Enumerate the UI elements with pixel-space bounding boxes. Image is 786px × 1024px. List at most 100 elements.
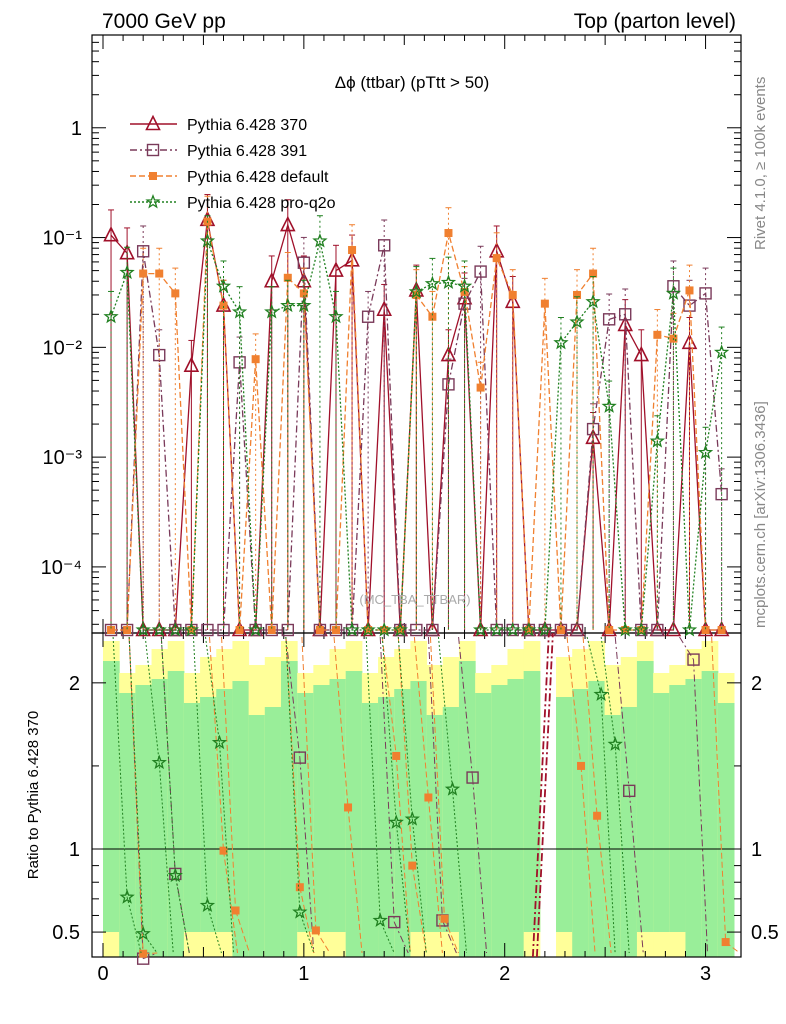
data-point <box>231 906 240 915</box>
green-band <box>410 681 428 932</box>
ratio-line <box>600 694 616 954</box>
ratio-line <box>429 636 445 919</box>
data-point <box>569 313 585 329</box>
ratio-tick-label: 2 <box>751 673 762 695</box>
data-point <box>145 193 161 209</box>
ratio-tick-label: 0.5 <box>52 922 80 944</box>
green-band <box>426 715 444 932</box>
data-point <box>524 626 533 634</box>
reference-line <box>531 632 550 958</box>
ratio-frame <box>91 632 742 958</box>
data-point <box>593 686 609 701</box>
data-point <box>623 784 636 798</box>
ratio-tick-label: 2 <box>69 673 80 695</box>
data-point <box>348 246 357 255</box>
data-point <box>299 289 308 298</box>
x-tick-label: 3 <box>700 963 711 985</box>
data-point <box>408 861 417 870</box>
ratio-line <box>333 636 349 808</box>
ratio-line <box>395 755 411 954</box>
ratio-line <box>235 910 251 954</box>
data-point <box>424 275 441 291</box>
header-left: 7000 GeV pp <box>102 10 226 33</box>
data-point <box>103 225 119 242</box>
data-point <box>135 620 151 637</box>
data-point <box>292 904 308 919</box>
data-point <box>247 621 264 637</box>
green-band <box>280 661 298 957</box>
green-band <box>507 679 525 957</box>
data-point <box>570 623 584 637</box>
y-tick-label: 10⁻² <box>43 337 83 359</box>
ratio-line <box>427 636 443 921</box>
data-point <box>472 621 489 637</box>
y-tick-label: 1 <box>71 118 82 140</box>
data-point <box>601 398 617 413</box>
data-point <box>653 330 662 339</box>
data-layer <box>103 194 740 965</box>
data-point <box>667 280 680 293</box>
data-point <box>593 811 602 820</box>
data-point <box>171 289 180 298</box>
ratio-line <box>614 636 630 791</box>
ratio-line <box>206 905 222 954</box>
data-point <box>577 761 586 770</box>
green-band <box>685 679 703 957</box>
green-band <box>183 703 201 932</box>
data-point <box>408 283 424 299</box>
data-point <box>280 297 296 313</box>
legend-label: Pythia 6.428 391 <box>187 143 307 160</box>
data-point <box>217 623 230 637</box>
data-point <box>701 626 710 634</box>
data-point <box>697 444 714 460</box>
ratio-line <box>128 636 144 954</box>
ratio-line <box>411 819 427 954</box>
ratio-line <box>285 636 301 758</box>
green-band <box>313 685 331 932</box>
green-band <box>442 707 460 932</box>
ratio-line <box>443 918 459 954</box>
data-point <box>456 278 473 293</box>
ratio-line <box>411 865 427 954</box>
data-point <box>146 143 160 157</box>
data-point <box>649 433 666 448</box>
ratio-line <box>285 636 301 913</box>
data-point <box>721 938 730 947</box>
data-point <box>476 383 485 392</box>
ratio-line <box>218 742 234 954</box>
y-tick-label: 10⁻³ <box>43 447 83 469</box>
data-point <box>377 239 391 252</box>
data-point <box>344 803 353 812</box>
ratio-line <box>395 822 411 954</box>
ratio-series-2 <box>112 636 630 954</box>
green-band <box>345 671 363 957</box>
mcplots-label: mcplots.cern.ch [arXiv:1306.3436] <box>752 401 769 628</box>
data-point <box>167 621 183 637</box>
x-tick-label: 2 <box>499 963 510 985</box>
green-band <box>264 707 282 957</box>
ratio-line <box>192 636 208 906</box>
green-band <box>604 715 622 957</box>
data-point <box>665 285 682 300</box>
data-point <box>681 621 698 637</box>
data-point <box>376 621 392 637</box>
data-point <box>505 621 521 637</box>
watermark: (MC_TBA_TTBAR) <box>359 592 470 607</box>
data-point <box>605 626 614 634</box>
green-band <box>669 685 686 932</box>
data-point <box>651 623 664 637</box>
data-point <box>717 626 726 634</box>
ratio-line <box>299 911 315 954</box>
ratio-line <box>580 765 596 954</box>
data-point <box>145 114 161 131</box>
data-point <box>136 245 150 258</box>
uncertainty-bands <box>103 641 735 957</box>
data-point <box>444 229 453 238</box>
data-point <box>107 626 116 634</box>
green-band <box>248 715 266 957</box>
legend-label: Pythia 6.428 pro-q2o <box>187 195 336 212</box>
data-point <box>183 621 200 637</box>
green-band <box>653 693 670 932</box>
data-point <box>201 623 214 637</box>
legend-label: Pythia 6.428 default <box>187 169 329 186</box>
